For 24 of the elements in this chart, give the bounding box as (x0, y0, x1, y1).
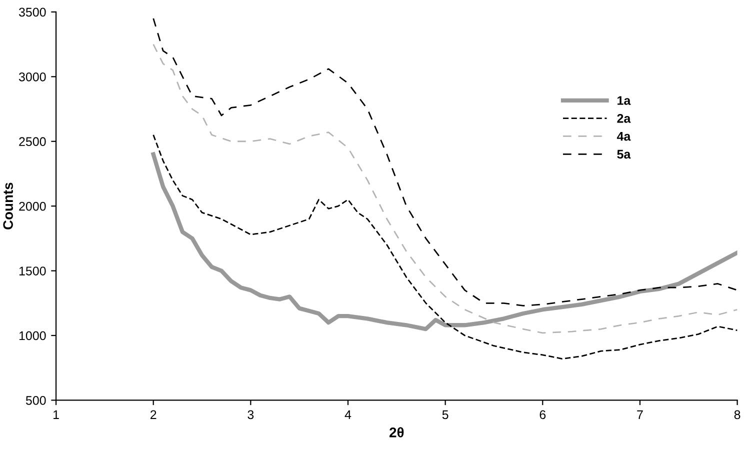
y-tick-label: 1000 (19, 331, 46, 340)
line-series (152, 44, 738, 334)
x-tick-label: 7 (637, 410, 643, 419)
legend-label: 4a (616, 132, 631, 141)
x-axis-title: 2θ (390, 427, 404, 438)
x-tick-label: 4 (344, 410, 352, 419)
y-tick-label: 2500 (19, 137, 46, 146)
y-tick-label: 3500 (18, 8, 46, 17)
x-tick-label: 2 (150, 410, 156, 419)
line-series (152, 18, 738, 306)
x-tick-label: 6 (540, 410, 546, 420)
y-tick-label: 2000 (19, 202, 46, 211)
legend-label: 1a (618, 96, 631, 105)
y-tick-label: 3000 (18, 72, 46, 82)
line-series (152, 134, 738, 360)
x-tick-label: 3 (248, 410, 254, 420)
x-tick-label: 1 (54, 410, 59, 419)
x-tick-label: 8 (734, 410, 740, 420)
legend-label: 2a (617, 114, 631, 123)
y-tick-label: 500 (26, 396, 46, 405)
x-tick-label: 5 (442, 410, 448, 420)
legend-label: 5a (617, 150, 631, 159)
y-tick-label: 1500 (19, 266, 46, 276)
y-axis-title: Counts (3, 182, 13, 230)
